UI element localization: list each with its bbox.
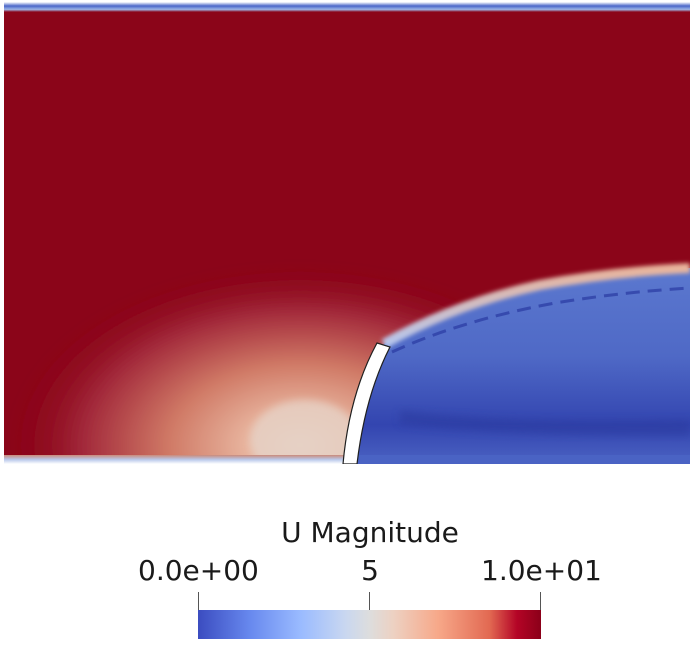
top-wall-boundary-layer — [4, 2, 690, 12]
colorbar-tick-max — [540, 592, 541, 610]
shear-layer-vortex-street — [391, 286, 690, 354]
flexible-flap — [342, 342, 391, 465]
shear-layer-edge — [381, 263, 690, 349]
colorbar-title: U Magnitude — [281, 516, 459, 549]
colorbar-max-label: 1.0e+01 — [481, 554, 602, 587]
colorbar-tick-min — [198, 592, 199, 610]
colorbar-min-label: 0.0e+00 — [138, 554, 259, 587]
domain-bottom-margin — [0, 464, 690, 470]
velocity-magnitude-field — [0, 2, 690, 470]
wake-dark-band — [400, 410, 690, 436]
colorbar-gradient — [198, 610, 541, 639]
bubble-core — [250, 400, 360, 470]
colorbar-mid-label: 5 — [361, 554, 379, 587]
colorbar-tick-mid — [369, 592, 370, 610]
bottom-wall-boundary-layer-downstream — [345, 455, 690, 464]
bottom-wall-boundary-layer-upstream — [4, 455, 345, 464]
